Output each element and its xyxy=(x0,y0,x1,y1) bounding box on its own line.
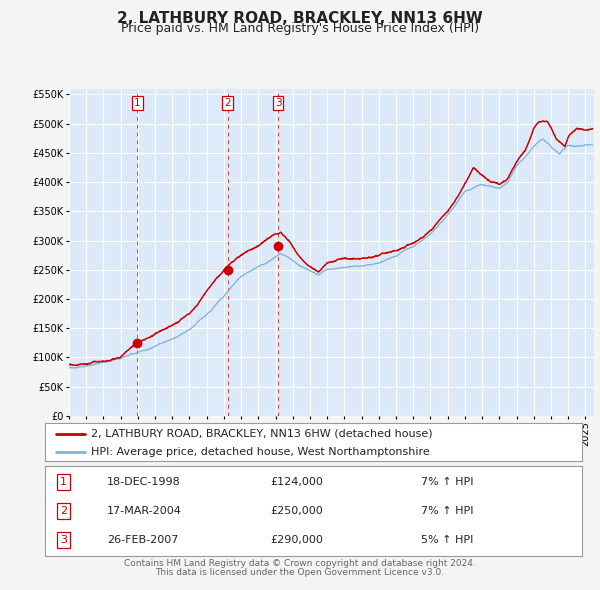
Text: 26-FEB-2007: 26-FEB-2007 xyxy=(107,535,178,545)
Text: 7% ↑ HPI: 7% ↑ HPI xyxy=(421,506,473,516)
Text: 2: 2 xyxy=(224,99,231,109)
Text: 3: 3 xyxy=(60,535,67,545)
Text: 7% ↑ HPI: 7% ↑ HPI xyxy=(421,477,473,487)
Text: £290,000: £290,000 xyxy=(271,535,323,545)
Text: HPI: Average price, detached house, West Northamptonshire: HPI: Average price, detached house, West… xyxy=(91,447,430,457)
Text: 2, LATHBURY ROAD, BRACKLEY, NN13 6HW (detached house): 2, LATHBURY ROAD, BRACKLEY, NN13 6HW (de… xyxy=(91,429,432,439)
Text: 18-DEC-1998: 18-DEC-1998 xyxy=(107,477,181,487)
Text: 3: 3 xyxy=(275,99,281,109)
Text: 2, LATHBURY ROAD, BRACKLEY, NN13 6HW: 2, LATHBURY ROAD, BRACKLEY, NN13 6HW xyxy=(117,11,483,25)
Text: £124,000: £124,000 xyxy=(271,477,323,487)
Text: This data is licensed under the Open Government Licence v3.0.: This data is licensed under the Open Gov… xyxy=(155,568,445,576)
Text: 17-MAR-2004: 17-MAR-2004 xyxy=(107,506,182,516)
Text: Contains HM Land Registry data © Crown copyright and database right 2024.: Contains HM Land Registry data © Crown c… xyxy=(124,559,476,568)
Text: 2: 2 xyxy=(60,506,67,516)
Text: Price paid vs. HM Land Registry's House Price Index (HPI): Price paid vs. HM Land Registry's House … xyxy=(121,22,479,35)
Text: 1: 1 xyxy=(134,99,140,109)
Text: 5% ↑ HPI: 5% ↑ HPI xyxy=(421,535,473,545)
Text: 1: 1 xyxy=(60,477,67,487)
Text: £250,000: £250,000 xyxy=(271,506,323,516)
